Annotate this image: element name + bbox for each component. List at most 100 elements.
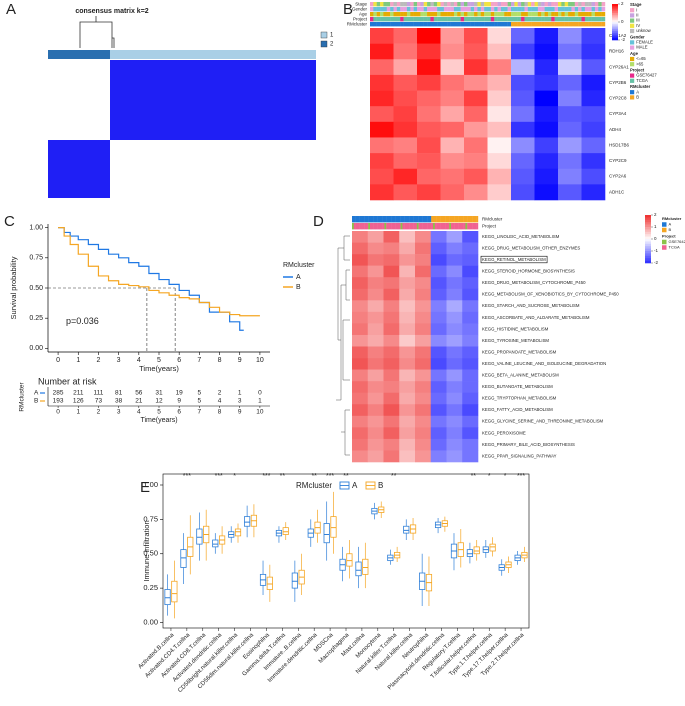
track-cell bbox=[601, 17, 606, 22]
track-cell bbox=[427, 216, 430, 223]
colorbar-label: -2 bbox=[621, 37, 625, 42]
heatmap-cell bbox=[440, 74, 465, 91]
track-cell bbox=[564, 7, 569, 12]
track-cell bbox=[447, 7, 451, 12]
risk-title: Number at risk bbox=[38, 376, 97, 386]
track-cell bbox=[390, 2, 394, 7]
heatmap-cell bbox=[383, 358, 400, 370]
track-cell bbox=[558, 17, 562, 22]
y-axis-label: Survival probability bbox=[9, 256, 18, 319]
track-cell bbox=[469, 216, 471, 223]
track-cell bbox=[521, 17, 525, 22]
track-cell bbox=[474, 17, 478, 22]
heatmap-cell bbox=[440, 168, 465, 185]
row-label: KEGG_DRUG_METABOLISM_OTHER_ENZYMES bbox=[482, 245, 580, 250]
track-cell bbox=[427, 7, 431, 12]
track-cell bbox=[436, 223, 439, 230]
track-cell bbox=[574, 2, 579, 7]
track-cell bbox=[574, 22, 579, 27]
heatmap-cell bbox=[511, 106, 535, 123]
heatmap-cell bbox=[399, 242, 416, 255]
track-cell bbox=[362, 216, 365, 223]
heatmap-cell bbox=[415, 404, 432, 417]
highlight-box bbox=[480, 255, 548, 264]
track-cell bbox=[417, 7, 421, 12]
track-cell bbox=[417, 17, 421, 22]
track-cell bbox=[359, 216, 362, 223]
heatmap-cell bbox=[370, 90, 394, 107]
heatmap-cell bbox=[462, 242, 479, 255]
heatmap-cell bbox=[370, 43, 394, 60]
legend-swatch bbox=[630, 8, 635, 13]
track-cell bbox=[403, 2, 408, 7]
heatmap-cell bbox=[399, 404, 416, 417]
track-cell bbox=[467, 17, 471, 22]
track-cell bbox=[373, 2, 377, 7]
track-cell bbox=[452, 223, 455, 230]
colorbar-swatch bbox=[612, 23, 618, 26]
track-cell bbox=[521, 22, 525, 27]
row-label: ADH1C bbox=[609, 189, 625, 194]
track-cell bbox=[376, 12, 381, 17]
track-cell bbox=[404, 216, 407, 223]
risk-count: 56 bbox=[135, 390, 143, 397]
track-cell bbox=[451, 216, 453, 223]
x-tick-label: 2 bbox=[97, 409, 101, 416]
track-cell bbox=[404, 223, 407, 230]
track-cell bbox=[368, 223, 371, 230]
track-cell bbox=[568, 2, 572, 7]
heatmap-cell bbox=[370, 153, 394, 170]
track-cell bbox=[472, 216, 475, 223]
track-cell bbox=[361, 216, 363, 223]
track-cell bbox=[537, 17, 542, 22]
track-cell bbox=[406, 7, 411, 12]
heatmap-cell bbox=[558, 28, 582, 44]
heatmap-cell bbox=[383, 323, 400, 336]
heatmap-cell bbox=[415, 369, 432, 382]
heatmap-cell bbox=[511, 168, 535, 185]
colorbar-swatch bbox=[612, 29, 618, 32]
x-tick-label: 0 bbox=[56, 409, 60, 416]
track-cell bbox=[450, 12, 455, 17]
heatmap-cell bbox=[487, 59, 512, 76]
track-cell bbox=[415, 216, 417, 223]
legend-swatch bbox=[630, 18, 635, 23]
risk-count: 1 bbox=[258, 398, 262, 405]
track-cell bbox=[487, 7, 492, 12]
track-cell bbox=[474, 22, 478, 27]
heatmap-cell bbox=[399, 392, 416, 405]
track-cell bbox=[497, 2, 502, 7]
dendrogram-d bbox=[336, 235, 350, 456]
heatmap-cell bbox=[352, 288, 369, 301]
row-label: KEGG_HISTIDINE_METABOLISM bbox=[482, 326, 549, 331]
colorbar-swatch bbox=[645, 255, 651, 259]
row-label: KEGG_BUTANOATE_METABOLISM bbox=[482, 384, 553, 389]
y-tick-label: 0.00 bbox=[29, 345, 43, 352]
track-cell bbox=[420, 22, 424, 27]
track-cell bbox=[537, 12, 542, 17]
track-cell bbox=[402, 223, 405, 230]
track-cell bbox=[403, 17, 408, 22]
track-cell bbox=[551, 17, 555, 22]
track-cell bbox=[561, 7, 565, 12]
heatmap-cell bbox=[417, 74, 441, 91]
track-cell bbox=[390, 17, 394, 22]
track-cell bbox=[391, 223, 394, 230]
track-cell bbox=[460, 216, 462, 223]
track-cell bbox=[511, 12, 515, 17]
track-cell bbox=[431, 216, 434, 223]
heatmap-cell bbox=[446, 450, 463, 463]
heatmap-cell bbox=[511, 59, 535, 76]
track-cell bbox=[362, 223, 365, 230]
track-cell bbox=[497, 12, 502, 17]
track-cell bbox=[397, 216, 399, 223]
track-cell bbox=[517, 22, 522, 27]
heatmap-cell bbox=[430, 265, 447, 278]
track-cell bbox=[443, 22, 448, 27]
track-cell bbox=[551, 22, 555, 27]
track-cell bbox=[427, 12, 431, 17]
track-cell bbox=[581, 12, 586, 17]
y-tick-label: 0.75 bbox=[143, 514, 158, 523]
heatmap-cell bbox=[383, 288, 400, 301]
heatmap-cell bbox=[534, 90, 559, 107]
